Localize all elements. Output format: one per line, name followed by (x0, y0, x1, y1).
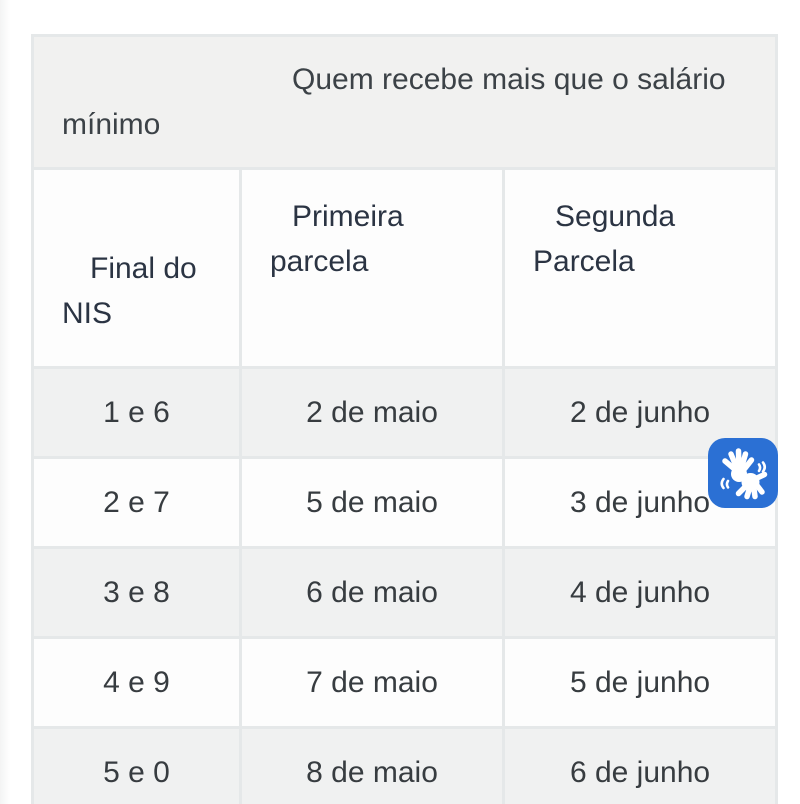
cell-final-nis: 5 e 0 (31, 726, 242, 804)
column-header-final-do-nis: Final do NIS (31, 167, 242, 369)
sign-language-hands-icon (708, 438, 778, 508)
cell-final-nis: 2 e 7 (31, 456, 242, 549)
cell-primeira-parcela: 7 de maio (239, 636, 505, 729)
page-left-edge-shade (0, 0, 10, 804)
cell-primeira-parcela: 5 de maio (239, 456, 505, 549)
cell-segunda-parcela: 6 de junho (501, 726, 779, 804)
column-header-primeira-parcela: Primeira parcela (239, 167, 505, 369)
cell-segunda-parcela: 5 de junho (501, 636, 779, 729)
cell-primeira-parcela: 6 de maio (239, 546, 505, 639)
payment-schedule-table: Quem recebe mais que o salário mínimo Fi… (30, 34, 779, 804)
column-header-row: Final do NIS Primeira parcela Segunda Pa… (31, 167, 779, 369)
cell-segunda-parcela: 4 de junho (501, 546, 779, 639)
table-row: 4 e 9 7 de maio 5 de junho (31, 636, 779, 729)
table-row: 2 e 7 5 de maio 3 de junho (31, 456, 779, 549)
cell-primeira-parcela: 8 de maio (239, 726, 505, 804)
table-row: 3 e 8 6 de maio 4 de junho (31, 546, 779, 639)
table-row: 1 e 6 2 de maio 2 de junho (31, 366, 779, 459)
column-header-segunda-parcela: Segunda Parcela (501, 167, 779, 369)
table-row: 5 e 0 8 de maio 6 de junho (31, 726, 779, 804)
caption-row: Quem recebe mais que o salário mínimo (30, 34, 779, 170)
libras-accessibility-button[interactable] (708, 438, 778, 508)
cell-primeira-parcela: 2 de maio (239, 366, 505, 459)
cell-final-nis: 3 e 8 (31, 546, 242, 639)
cell-final-nis: 1 e 6 (31, 366, 242, 459)
table-caption: Quem recebe mais que o salário mínimo (30, 34, 779, 170)
cell-final-nis: 4 e 9 (31, 636, 242, 729)
cell-segunda-parcela: 2 de junho (501, 366, 779, 459)
